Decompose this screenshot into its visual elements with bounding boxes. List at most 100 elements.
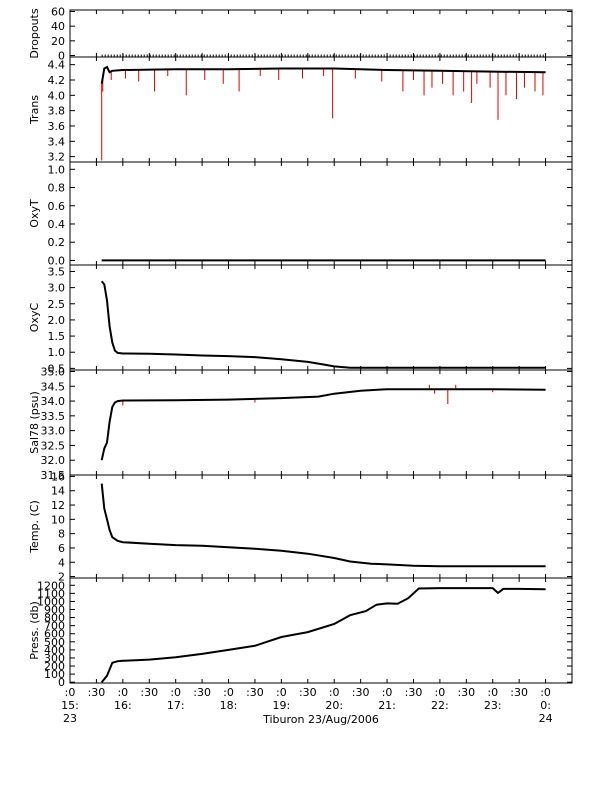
y-tick-label: 400 — [44, 644, 65, 657]
y-tick-label: 33.0 — [41, 425, 66, 438]
y-tick-label: 12 — [51, 499, 65, 512]
x-tick-label: 19: — [273, 699, 291, 712]
x-tick-label: :0 — [382, 686, 393, 699]
x-tick-label: :30 — [405, 686, 423, 699]
y-tick-label: 3.2 — [48, 151, 66, 164]
x-tick-label: :30 — [457, 686, 475, 699]
panel-0: 0 20 40 60 Dropouts — [28, 5, 573, 63]
y-tick-label: 1.0 — [48, 163, 66, 176]
x-tick-label: :30 — [88, 686, 106, 699]
x-tick-label: 17: — [167, 699, 185, 712]
y-axis-label: Press. (db) — [28, 601, 41, 660]
y-axis-label: Dropouts — [28, 8, 41, 58]
y-tick-label: 0.2 — [48, 236, 66, 249]
panel-2: 0.0 0.2 0.4 0.6 0.8 1.0 OxyT — [28, 161, 573, 267]
panel-frame — [69, 474, 573, 579]
y-tick-label: 3.5 — [48, 265, 66, 278]
x-tick-label: :0 — [117, 686, 128, 699]
x-tick-label: :30 — [140, 686, 158, 699]
x-tick-label: 20: — [325, 699, 343, 712]
y-tick-label: 10 — [51, 513, 65, 526]
x-axis: :015:23:30:016::30:017::30:018::30:019::… — [61, 10, 553, 725]
series-line — [100, 65, 546, 84]
x-tick-label: :0 — [65, 686, 76, 699]
x-tick-label: :0 — [170, 686, 181, 699]
x-tick-label: :0 — [276, 686, 287, 699]
y-axis-label: Sal78 (psu) — [28, 391, 41, 454]
spike-series — [101, 68, 544, 161]
x-tick-label: 23 — [63, 712, 77, 725]
y-tick-label: 1.5 — [48, 330, 66, 343]
y-tick-label: 0.8 — [48, 182, 66, 195]
panel-3: 0.5 1.0 1.5 2.0 2.5 3.0 3.5 OxyC — [28, 264, 573, 375]
y-tick-label: 0.6 — [48, 200, 66, 213]
y-tick-label: 6 — [58, 542, 65, 555]
y-tick-label: 4 — [58, 556, 65, 569]
y-tick-label: 3.4 — [48, 135, 66, 148]
x-tick-label: :0 — [329, 686, 340, 699]
y-tick-label: 1200 — [37, 579, 65, 592]
panel-frame — [69, 577, 573, 684]
panel-frame — [69, 56, 573, 163]
y-tick-label: 4.4 — [48, 59, 66, 72]
y-tick-label: 40 — [51, 20, 65, 33]
x-tick-label: 24 — [539, 712, 553, 725]
x-tick-label: :30 — [299, 686, 317, 699]
y-tick-label: 0 — [58, 50, 65, 63]
y-tick-label: 700 — [44, 620, 65, 633]
y-axis-label: OxyC — [28, 303, 41, 333]
x-tick-label: :30 — [246, 686, 264, 699]
y-tick-label: 31.5 — [41, 469, 66, 482]
panel-frame — [69, 369, 573, 476]
y-tick-label: 200 — [44, 660, 65, 673]
chart-panels: 0204060Dropouts3.23.43.63.84.04.24.4Tran… — [28, 5, 573, 689]
x-tick-label: :0 — [435, 686, 446, 699]
y-tick-label: 32.0 — [41, 454, 66, 467]
y-tick-label: 0 — [58, 676, 65, 689]
y-tick-label: 60 — [51, 5, 65, 18]
y-tick-label: 32.5 — [41, 439, 66, 452]
chart-caption: Tiburon 23/Aug/2006 — [262, 713, 379, 726]
y-tick-label: 33.5 — [41, 410, 66, 423]
y-tick-label: 35.0 — [41, 365, 66, 378]
y-tick-label: 4.2 — [48, 74, 66, 87]
y-tick-label: 100 — [44, 668, 65, 681]
y-tick-label: 2 — [58, 571, 65, 584]
series-line — [100, 388, 546, 461]
x-tick-label: 0: — [540, 699, 551, 712]
x-tick-label: :30 — [510, 686, 528, 699]
panel-6: 0100200300400500600700800900100011001200… — [28, 577, 573, 689]
y-tick-label: 0.5 — [48, 362, 66, 375]
x-tick-label: 22: — [431, 699, 449, 712]
y-tick-label: 34.0 — [41, 395, 66, 408]
x-tick-label: 23: — [484, 699, 502, 712]
y-tick-label: 500 — [44, 636, 65, 649]
y-tick-label: 1.0 — [48, 346, 66, 359]
y-tick-label: 2.0 — [48, 314, 66, 327]
panel-frame — [69, 9, 573, 58]
y-tick-label: 600 — [44, 628, 65, 641]
y-tick-label: 3.6 — [48, 120, 66, 133]
y-axis-label: Temp. (C) — [28, 500, 41, 554]
panel-frame — [69, 161, 573, 266]
y-tick-label: 8 — [58, 528, 65, 541]
x-tick-label: :0 — [540, 686, 551, 699]
y-tick-label: 3.0 — [48, 282, 66, 295]
y-tick-label: 1100 — [37, 587, 65, 600]
x-tick-label: :0 — [487, 686, 498, 699]
y-tick-label: 0.0 — [48, 254, 66, 267]
y-tick-label: 4.0 — [48, 89, 66, 102]
y-tick-label: 20 — [51, 35, 65, 48]
x-tick-label: :30 — [352, 686, 370, 699]
x-tick-label: 16: — [114, 699, 132, 712]
x-tick-label: 18: — [220, 699, 238, 712]
y-tick-label: 14 — [51, 485, 65, 498]
y-tick-label: 0.4 — [48, 218, 66, 231]
panel-1: 3.2 3.4 3.6 3.8 4.0 4.2 4.4 Trans — [28, 56, 573, 164]
y-tick-label: 300 — [44, 652, 65, 665]
y-tick-label: 3.8 — [48, 105, 66, 118]
y-tick-label: 16 — [51, 470, 65, 483]
